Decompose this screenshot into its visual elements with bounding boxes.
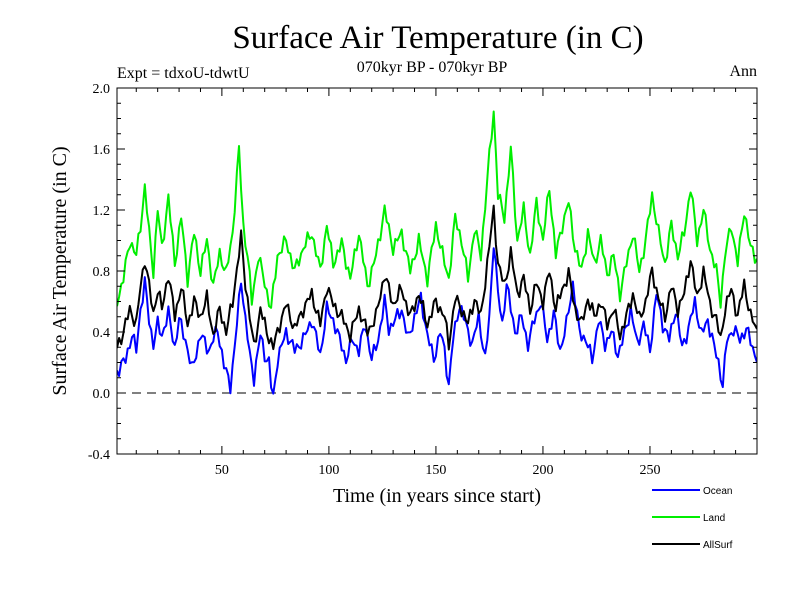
series-line-land — [117, 110, 757, 309]
x-tick-label: 150 — [425, 463, 446, 478]
series-line-ocean — [117, 247, 757, 395]
y-tick-label: 0.4 — [93, 326, 111, 341]
x-tick-label: 200 — [532, 463, 553, 478]
chart-title: Surface Air Temperature (in C) — [232, 20, 643, 56]
legend-label-ocean: Ocean — [703, 486, 732, 497]
chart-subtitle: 070kyr BP - 070kyr BP — [357, 59, 508, 76]
y-tick-label: 1.2 — [93, 204, 111, 219]
legend-label-allsurf: AllSurf — [703, 540, 733, 551]
x-axis-ticks: 50 100 150 200 250 — [135, 88, 737, 478]
y-tick-label: -0.4 — [88, 448, 110, 463]
season-label: Ann — [729, 63, 757, 80]
y-tick-label: 1.6 — [93, 143, 111, 158]
series-layer — [117, 110, 757, 395]
x-tick-label: 250 — [639, 463, 660, 478]
legend-label-land: Land — [703, 513, 725, 524]
x-tick-label: 50 — [215, 463, 229, 478]
y-tick-label: 0.8 — [93, 265, 111, 280]
x-axis-label: Time (in years since start) — [333, 485, 541, 507]
y-axis-label: Surface Air Temperature (in C) — [49, 146, 71, 395]
x-tick-label: 100 — [318, 463, 339, 478]
experiment-label: Expt = tdxoU-tdwtU — [117, 65, 250, 82]
series-line-allsurf — [117, 204, 757, 351]
legend: Ocean Land AllSurf — [652, 486, 733, 551]
plot-frame — [116, 87, 758, 455]
y-tick-label: 2.0 — [93, 82, 111, 97]
y-tick-label: 0.0 — [93, 387, 111, 402]
y-axis-ticks: -0.4 0.0 0.4 0.8 1.2 1.6 2.0 — [88, 82, 757, 463]
